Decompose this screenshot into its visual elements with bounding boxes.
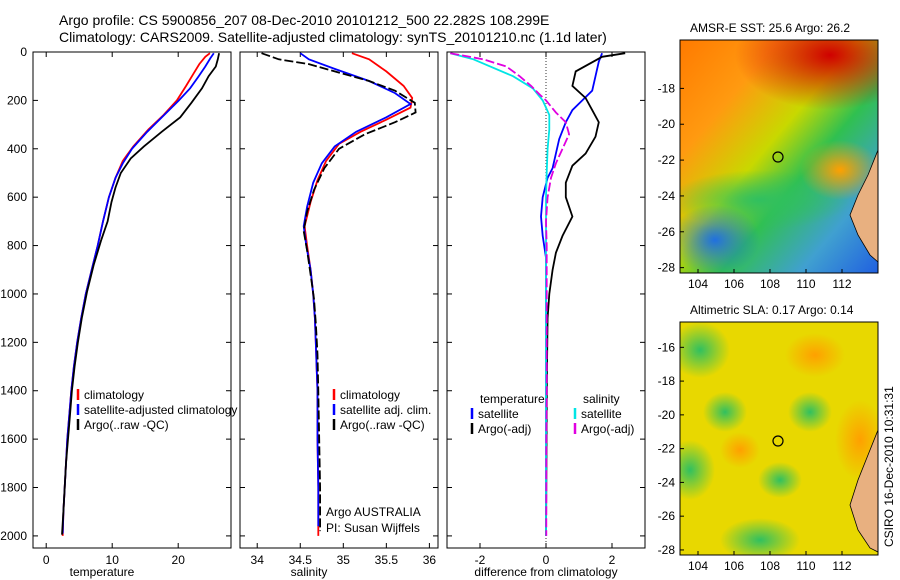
sla-map: Altimetric SLA: 0.17 Argo: 0.14 104 106 10… [658, 303, 879, 573]
figure-title-line2: Climatology: CARS2009. Satellite-adjuste… [59, 29, 607, 45]
salinity-legend-label: satellite adj. clim. [340, 403, 431, 417]
amsr-sst-ytick-label: -20 [658, 117, 676, 131]
amsr-sst-ytick-label: -18 [658, 81, 676, 95]
sla-argo-marker [772, 435, 784, 447]
salinity-xlabel: salinity [291, 565, 328, 579]
sla-map-title: Altimetric SLA: 0.17 Argo: 0.14 [690, 303, 854, 317]
depth-tick-label: 1800 [0, 481, 27, 495]
sst-map: AMSR-E SST: 25.6 Argo: 26.2 104 106 108 110… [658, 21, 879, 291]
temperature-xtick-label: 20 [172, 553, 186, 567]
amsr-sst-xtick-label: 110 [796, 277, 815, 291]
difference-legend-label: satellite [581, 407, 622, 421]
amsr-sst-xtick-label: 104 [688, 277, 708, 291]
altimetric-sla-ytick-label: -20 [658, 408, 676, 422]
depth-tick-label: 600 [7, 190, 27, 204]
temperature-xlabel: temperature [70, 565, 135, 579]
temperature-legend-label: climatology [84, 388, 144, 402]
depth-tick-label: 1400 [0, 384, 27, 398]
difference-legend-label: Argo(-adj) [478, 422, 531, 436]
depth-tick-label: 800 [7, 239, 27, 253]
depth-tick-label: 200 [7, 93, 27, 107]
difference-xtick-label: -2 [475, 553, 486, 567]
altimetric-sla-xtick-label: 106 [724, 559, 744, 573]
altimetric-sla-xtick-label: 108 [760, 559, 780, 573]
depth-tick-label: 1600 [0, 432, 27, 446]
sst-argo-marker [772, 151, 784, 163]
salinity-axes-frame [239, 51, 439, 549]
temperature-xtick-label: 0 [43, 553, 50, 567]
altimetric-sla-xtick-label: 110 [796, 559, 815, 573]
difference-series-temperature-argo-adj- [545, 52, 626, 536]
difference-legend-label: temperature [480, 392, 545, 406]
temperature-legend-label: satellite-adjusted climatology [84, 403, 237, 417]
salinity-annotation-line1: Argo AUSTRALIA [326, 505, 421, 519]
salinity-xtick-label: 35.5 [375, 553, 399, 567]
salinity-xtick-label: 36 [423, 553, 437, 567]
salinity-series-satellite-adj-clim- [299, 52, 413, 527]
difference-series-salinity-argo-adj- [450, 52, 571, 536]
salinity-xtick-label: 35 [337, 553, 351, 567]
altimetric-sla-xtick-label: 112 [832, 559, 851, 573]
altimetric-sla-xtick-label: 104 [688, 559, 708, 573]
salinity-series-climatology [303, 52, 414, 536]
altimetric-sla-ytick-label: -26 [658, 509, 676, 523]
altimetric-sla-ytick-label: -18 [658, 374, 676, 388]
depth-tick-label: 1000 [0, 287, 27, 301]
difference-series-salinity-satellite [450, 52, 551, 536]
sla-coastline [849, 429, 878, 553]
amsr-sst-xtick-label: 108 [760, 277, 780, 291]
sst-map-title: AMSR-E SST: 25.6 Argo: 26.2 [690, 21, 850, 35]
altimetric-sla-ytick-label: -16 [658, 340, 676, 354]
amsr-sst-ytick-label: -26 [658, 225, 676, 239]
amsr-sst-xtick-label: 106 [724, 277, 744, 291]
difference-legend-label: salinity [583, 392, 620, 406]
difference-xlabel: difference from climatology [474, 565, 617, 579]
difference-xtick-label: 2 [609, 553, 616, 567]
temperature-series-satellite-adjusted-climatology [61, 52, 215, 534]
salinity-series-argo-raw-qc- [261, 52, 417, 532]
temperature-series-argo-raw-qc- [61, 53, 220, 535]
difference-series-temperature-satellite [540, 52, 603, 536]
depth-tick-label: 1200 [0, 335, 27, 349]
depth-tick-label: 400 [7, 142, 27, 156]
amsr-sst-ytick-label: -24 [658, 189, 676, 203]
depth-tick-label: 0 [20, 45, 27, 59]
salinity-xtick-label: 34.5 [289, 553, 313, 567]
salinity-annotation-line2: PI: Susan Wijffels [326, 521, 420, 535]
sst-coastline [849, 149, 878, 263]
difference-xtick-label: 0 [543, 553, 550, 567]
salinity-xtick-label: 34 [251, 553, 265, 567]
difference-legend-label: satellite [478, 407, 519, 421]
amsr-sst-ytick-label: -28 [658, 261, 676, 275]
salinity-legend-label: Argo(..raw -QC) [340, 418, 425, 432]
temperature-legend-label: Argo(..raw -QC) [84, 418, 169, 432]
amsr-sst-ytick-label: -22 [658, 153, 676, 167]
side-stamp: CSIRO 16-Dec-2010 10:31:31 [882, 386, 896, 547]
altimetric-sla-ytick-label: -28 [658, 543, 676, 557]
temperature-axes-frame [32, 51, 232, 549]
temperature-xtick-label: 10 [106, 553, 120, 567]
depth-tick-label: 2000 [0, 529, 27, 543]
altimetric-sla-ytick-label: -22 [658, 442, 676, 456]
salinity-legend-label: climatology [340, 388, 400, 402]
salinity-panel: 34 34.5 35 35.5 36 salinity climatologysatelli… [239, 51, 439, 579]
altimetric-sla-ytick-label: -24 [658, 475, 676, 489]
figure-title-line1: Argo profile: CS 5900856_207 08-Dec-2010… [59, 12, 549, 28]
temperature-panel: 0 10 2002004006008001000120014001600180020… [0, 45, 237, 579]
amsr-sst-xtick-label: 112 [832, 277, 851, 291]
difference-legend-label: Argo(-adj) [581, 422, 634, 436]
